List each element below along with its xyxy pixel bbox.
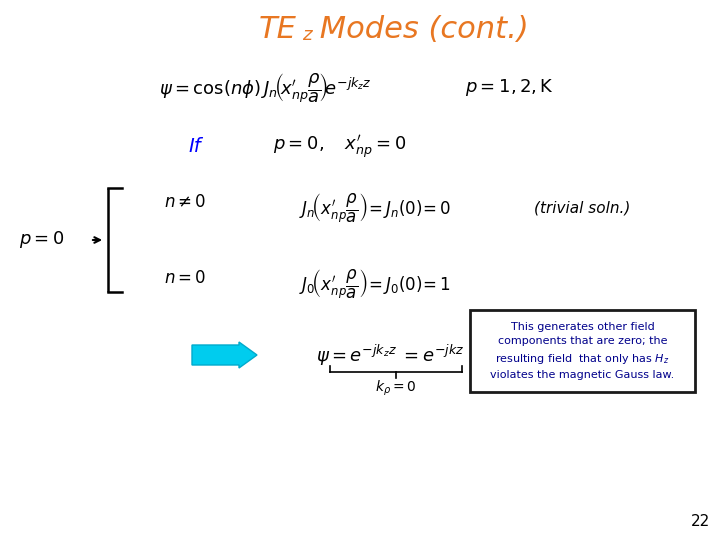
Text: Modes (cont.): Modes (cont.) bbox=[310, 16, 528, 44]
Text: If: If bbox=[189, 138, 202, 157]
Text: $n\neq 0$: $n\neq 0$ bbox=[164, 193, 206, 211]
Text: $z$: $z$ bbox=[302, 26, 314, 44]
Text: $\psi = \cos(n\phi)\,J_n\!\left(\!x_{np}^{\prime}\dfrac{\rho}{a}\!\right)\!e^{-j: $\psi = \cos(n\phi)\,J_n\!\left(\!x_{np}… bbox=[158, 71, 372, 105]
Text: $p=0$: $p=0$ bbox=[19, 230, 65, 251]
FancyBboxPatch shape bbox=[470, 310, 695, 392]
Text: $n=0$: $n=0$ bbox=[164, 269, 206, 287]
Text: 22: 22 bbox=[690, 515, 710, 530]
Text: $J_n\!\left(x_{np}^{\prime}\dfrac{\rho}{a}\right)\!=J_n(0)\!=0$: $J_n\!\left(x_{np}^{\prime}\dfrac{\rho}{… bbox=[299, 191, 451, 225]
Text: This generates other field
components that are zero; the
resulting field  that o: This generates other field components th… bbox=[490, 322, 675, 380]
Text: $k_\rho=0$: $k_\rho=0$ bbox=[375, 379, 417, 397]
Text: $p=0,\quad x_{np}^{\prime}=0$: $p=0,\quad x_{np}^{\prime}=0$ bbox=[274, 133, 407, 160]
Text: (trivial soln.): (trivial soln.) bbox=[534, 200, 630, 215]
Text: $J_0\!\left(x_{np}^{\prime}\dfrac{\rho}{a}\right)\!=J_0(0)\!=1$: $J_0\!\left(x_{np}^{\prime}\dfrac{\rho}{… bbox=[299, 267, 451, 301]
FancyArrow shape bbox=[192, 342, 257, 368]
Text: $\psi = e^{-jk_z z}\;=e^{-jkz}$: $\psi = e^{-jk_z z}\;=e^{-jkz}$ bbox=[316, 342, 464, 368]
Text: TE: TE bbox=[259, 16, 297, 44]
Text: $p=1,2,\mathrm{K}$: $p=1,2,\mathrm{K}$ bbox=[466, 78, 554, 98]
